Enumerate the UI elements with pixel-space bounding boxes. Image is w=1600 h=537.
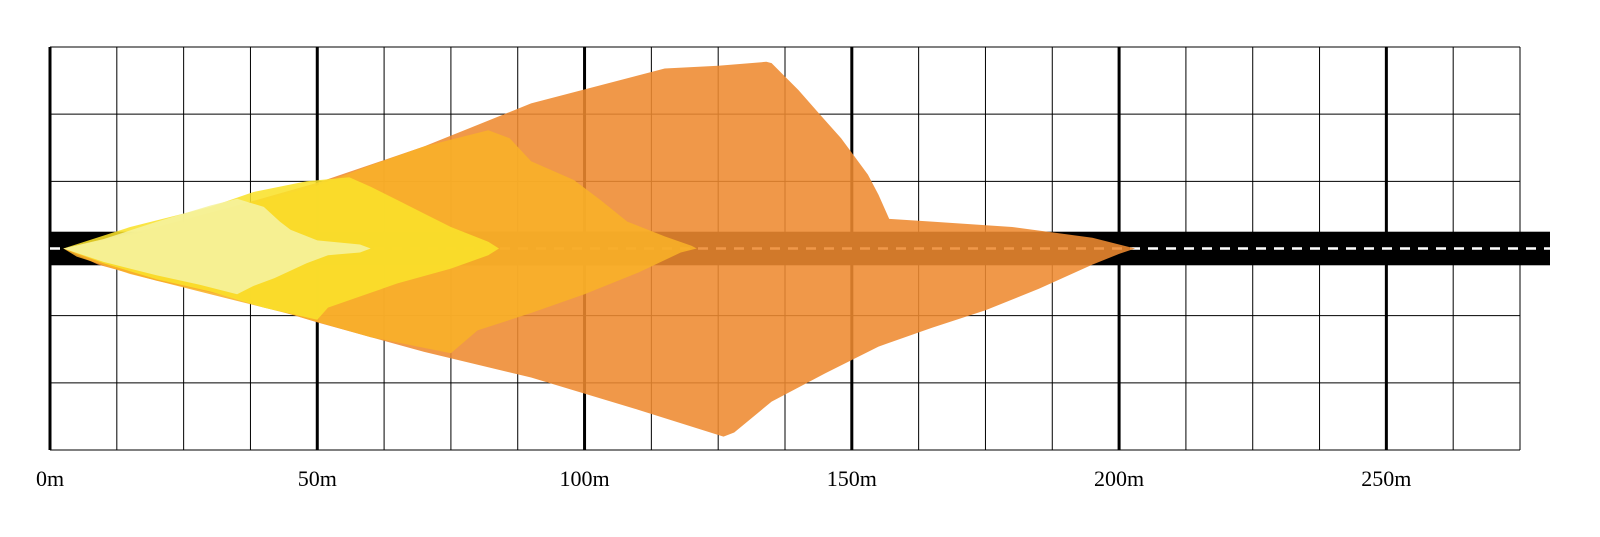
x-tick-label: 50m — [298, 466, 337, 491]
x-tick-label: 0m — [36, 466, 64, 491]
x-tick-label: 250m — [1361, 466, 1411, 491]
x-tick-label: 200m — [1094, 466, 1144, 491]
series-layer — [63, 61, 1136, 437]
x-tick-label: 100m — [559, 466, 609, 491]
x-axis-labels: 0m 50m 100m 150m 200m 250m — [36, 466, 1411, 491]
coverage-area-4 — [63, 198, 371, 295]
x-tick-label: 150m — [827, 466, 877, 491]
